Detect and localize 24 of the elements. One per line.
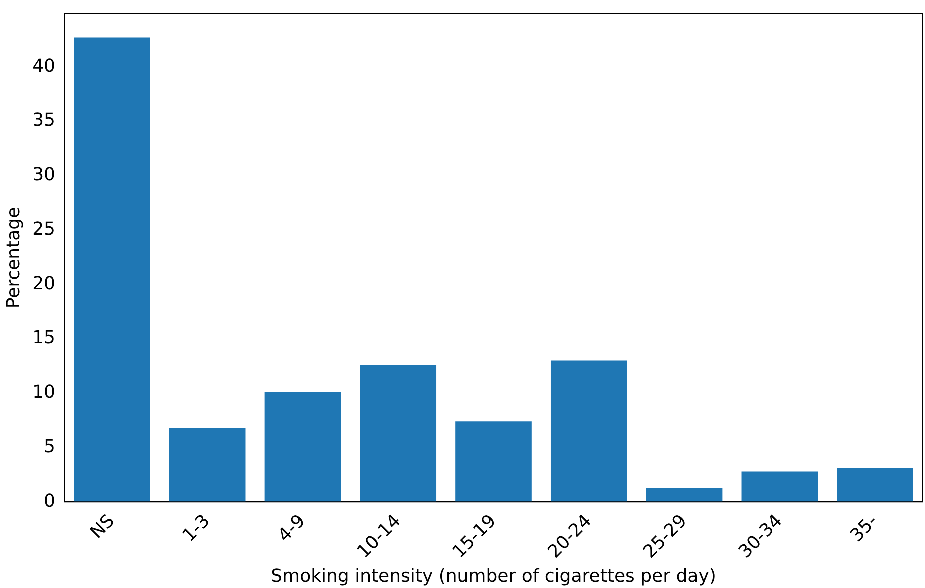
y-tick-label: 20 xyxy=(32,273,56,294)
bar xyxy=(264,392,342,502)
bar xyxy=(456,422,532,502)
x-tick-label: NS xyxy=(86,510,120,544)
x-axis-title: Smoking intensity (number of cigarettes per day) xyxy=(271,566,716,587)
x-tick-label: 1-3 xyxy=(178,510,214,546)
y-tick-label: 15 xyxy=(32,328,56,349)
y-tick-label: 40 xyxy=(32,56,56,77)
y-tick-label: 35 xyxy=(32,110,56,132)
y-tick-label: 5 xyxy=(44,436,56,458)
bar xyxy=(74,38,150,502)
y-tick-label: 10 xyxy=(32,382,56,404)
bar xyxy=(646,488,723,502)
bar xyxy=(837,468,914,502)
x-tick-label: 4-9 xyxy=(274,510,310,546)
bar xyxy=(550,360,628,502)
y-tick-label: 25 xyxy=(32,218,56,240)
y-tick-label: 0 xyxy=(44,490,56,512)
y-tick-label: 30 xyxy=(32,164,56,186)
bar xyxy=(169,428,246,502)
y-axis-title: Percentage xyxy=(3,207,24,309)
bar xyxy=(742,472,818,502)
bar xyxy=(360,365,437,502)
x-tick-label: 35- xyxy=(846,510,882,546)
